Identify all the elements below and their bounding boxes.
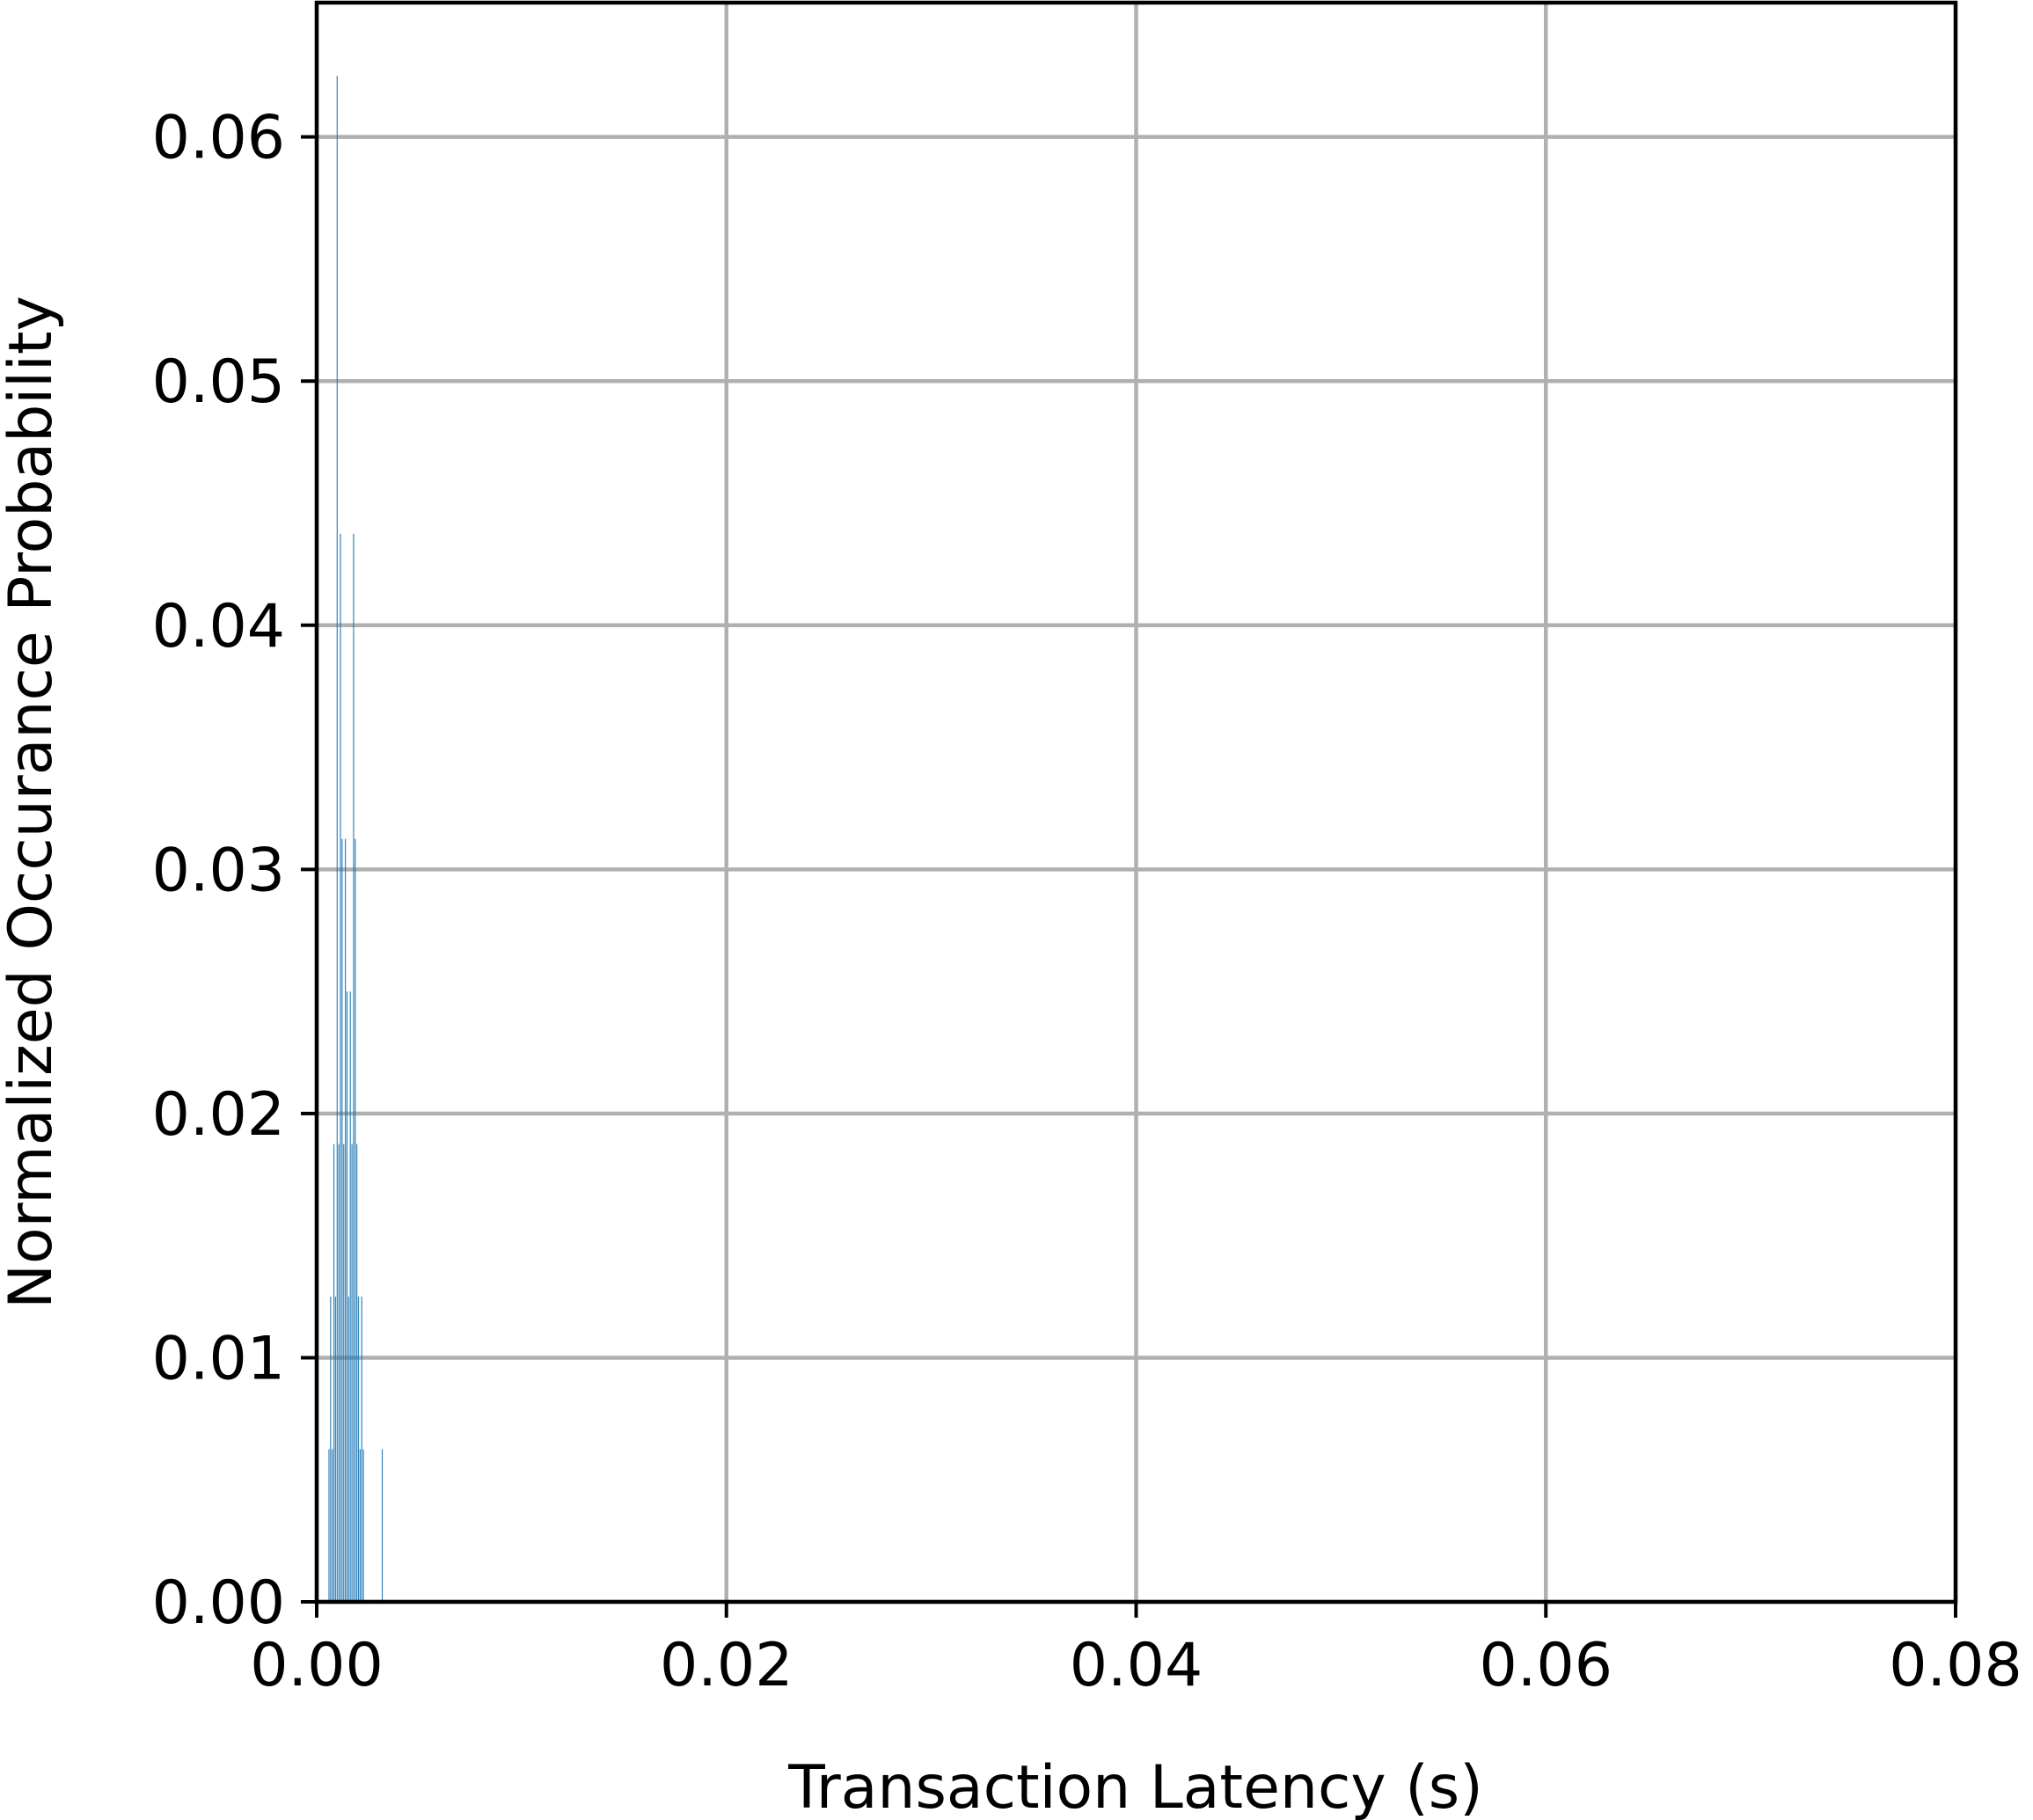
histogram-bar	[328, 1449, 330, 1602]
histogram-bar	[349, 991, 351, 1602]
histogram-bar	[332, 1449, 333, 1602]
histogram-bar	[381, 1449, 384, 1602]
histogram-bar	[353, 533, 355, 1602]
axis-ticks: 0.00 0.02 0.04 0.06 0.08 0.00 0.01 0.02 0.03 0.04…	[152, 104, 2022, 1700]
x-tick-label: 0.06	[1480, 1631, 1613, 1700]
histogram-bar	[343, 1144, 345, 1602]
histogram-bar	[351, 1144, 353, 1602]
histogram-bar	[347, 1297, 349, 1602]
histogram-bars	[328, 76, 384, 1602]
histogram-bar	[330, 1297, 332, 1602]
y-tick-label: 0.03	[152, 836, 285, 905]
y-tick-label: 0.06	[152, 104, 285, 173]
histogram-bar	[334, 1297, 337, 1602]
histogram-bar	[341, 838, 343, 1602]
histogram-bar	[338, 1144, 340, 1602]
histogram-bar	[362, 1449, 364, 1602]
y-tick-label: 0.02	[152, 1080, 285, 1150]
histogram-bar	[345, 838, 347, 1602]
y-tick-label: 0.04	[152, 592, 285, 661]
x-tick-label: 0.02	[660, 1631, 793, 1700]
histogram-bar	[356, 1144, 358, 1602]
histogram-bar	[359, 1449, 361, 1602]
x-tick-label: 0.00	[250, 1631, 383, 1700]
histogram-bar	[336, 76, 338, 1602]
histogram-bar	[333, 1144, 335, 1602]
y-axis-label: Normalized Occurance Probability	[0, 296, 66, 1309]
x-axis-label: Transaction Latency (s)	[787, 1753, 1483, 1820]
histogram-bar	[357, 1297, 360, 1602]
y-tick-label: 0.05	[152, 347, 285, 417]
y-tick-label: 0.00	[152, 1568, 285, 1638]
x-tick-label: 0.04	[1070, 1631, 1203, 1700]
x-tick-label: 0.08	[1889, 1631, 2022, 1700]
y-tick-label: 0.01	[152, 1324, 285, 1393]
